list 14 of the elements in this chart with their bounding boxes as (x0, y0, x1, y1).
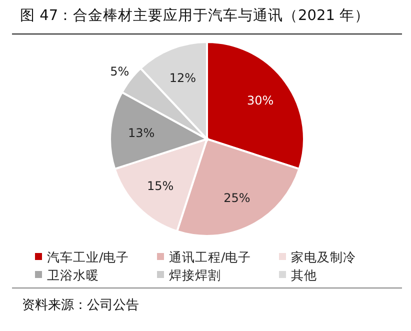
data-label: 5% (110, 64, 130, 78)
legend-label: 焊接焊割 (169, 267, 221, 282)
data-label: 13% (128, 126, 155, 140)
chart-title: 图 47：合金棒材主要应用于汽车与通讯（2021 年） (20, 7, 370, 24)
legend-label: 通讯工程/电子 (169, 249, 252, 264)
legend-label: 汽车工业/电子 (47, 249, 130, 264)
data-label: 12% (169, 70, 196, 85)
text: 资料来源：公司公告 (22, 298, 139, 313)
legend-label: 其他 (291, 267, 317, 282)
legend-label: 卫浴水暖 (47, 267, 99, 282)
data-label: 25% (224, 190, 250, 205)
legend-label: 家电及制冷 (291, 249, 356, 264)
data-label: 30% (247, 93, 274, 108)
data-label: 15% (147, 178, 174, 193)
